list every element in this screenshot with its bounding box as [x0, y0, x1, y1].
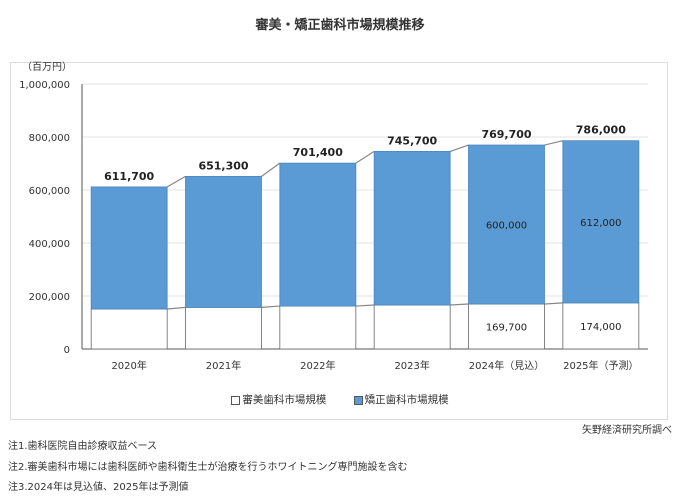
series-line: [450, 303, 469, 306]
x-tick-label: 2025年（予測）: [563, 359, 638, 372]
series-line: [355, 304, 375, 307]
x-tick-label: 2021年: [206, 359, 241, 372]
bar-orthodontic: [373, 150, 451, 306]
y-tick-label: 1,000,000: [19, 80, 70, 91]
legend-item-orthodontic: 矯正歯科市場規模: [353, 394, 449, 406]
series-line: [166, 175, 186, 188]
bar-cosmetic: [562, 302, 640, 350]
legend-item-cosmetic: 審美歯科市場規模: [231, 394, 326, 406]
legend-swatch-white: [231, 395, 241, 405]
data-label-orthodontic: 600,000: [486, 221, 527, 232]
x-tick-label: 2023年: [394, 359, 429, 372]
x-tick-label: 2024年（見込）: [469, 359, 544, 372]
bar-orthodontic: [279, 162, 357, 307]
series-line: [544, 302, 563, 305]
total-label: 701,400: [293, 146, 343, 159]
series-line: [355, 150, 375, 164]
chart-title: 審美・矯正歯科市場規模推移: [255, 18, 425, 33]
data-label-cosmetic: 174,000: [580, 322, 621, 333]
legend-swatch-blue: [353, 395, 363, 405]
bar-cosmetic: [185, 306, 262, 350]
total-label: 786,000: [576, 124, 626, 137]
series-line: [261, 305, 280, 308]
legend: 審美歯科市場規模 矯正歯科市場規模: [0, 392, 680, 407]
total-label: 769,700: [481, 128, 531, 141]
x-tick-label: 2022年: [300, 359, 335, 372]
y-tick-label: 800,000: [29, 133, 70, 144]
x-tick-label: 2020年: [111, 359, 146, 372]
bar-orthodontic: [562, 140, 640, 304]
note-2: 注2.審美歯科市場には歯科医師や歯科衛生士が治療を行うホワイトニング専門施設を含…: [8, 462, 408, 473]
note-3: 注3.2024年は見込値、2025年は予測値: [8, 482, 189, 493]
chart-frame: [10, 62, 668, 420]
source-credit: 矢野経済研究所調べ: [582, 425, 672, 436]
series-line: [167, 306, 186, 310]
y-tick-label: 600,000: [29, 186, 70, 197]
total-label: 745,700: [387, 134, 437, 147]
total-label: 651,300: [198, 159, 248, 172]
bar-cosmetic: [373, 304, 451, 350]
bar-orthodontic: [90, 186, 168, 310]
total-label: 611,700: [104, 170, 154, 183]
y-tick-label: 0: [64, 345, 70, 356]
bar-orthodontic: [185, 176, 262, 308]
y-tick-label: 400,000: [29, 239, 70, 250]
series-line: [261, 162, 281, 177]
series-line: [544, 140, 563, 146]
bar-cosmetic: [90, 308, 168, 350]
y-axis-label: （百万円）: [22, 61, 72, 73]
bar-cosmetic: [279, 305, 357, 350]
data-label-cosmetic: 169,700: [486, 323, 527, 334]
series-line: [449, 144, 469, 152]
note-1: 注1.歯科医院自由診療収益ベース: [8, 441, 158, 452]
data-label-orthodontic: 612,000: [580, 218, 621, 229]
y-tick-label: 200,000: [29, 292, 70, 303]
bar-orthodontic: [468, 144, 545, 305]
